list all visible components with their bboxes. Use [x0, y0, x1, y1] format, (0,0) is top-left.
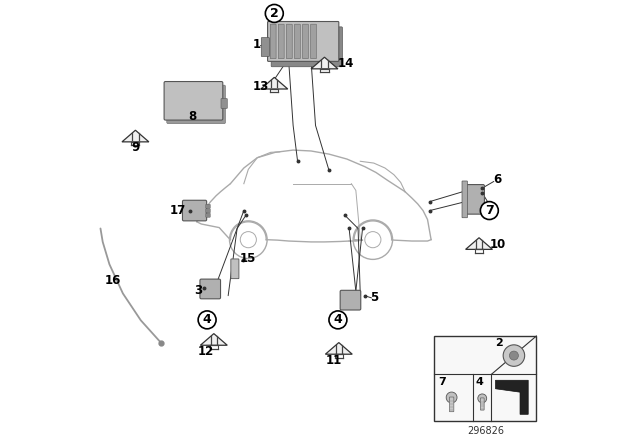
Text: 10: 10 [490, 237, 506, 251]
Polygon shape [311, 57, 338, 69]
Text: 6: 6 [493, 172, 501, 186]
FancyBboxPatch shape [462, 181, 467, 218]
FancyBboxPatch shape [206, 209, 210, 213]
Text: 3: 3 [194, 284, 202, 297]
Text: 4: 4 [333, 313, 342, 327]
Polygon shape [495, 380, 528, 414]
FancyBboxPatch shape [449, 397, 454, 412]
FancyBboxPatch shape [206, 204, 210, 208]
Circle shape [198, 311, 216, 329]
FancyBboxPatch shape [164, 82, 223, 120]
FancyBboxPatch shape [481, 398, 484, 410]
Text: 5: 5 [370, 291, 378, 305]
Circle shape [509, 351, 518, 360]
FancyBboxPatch shape [206, 213, 210, 217]
Text: 17: 17 [170, 204, 186, 217]
Text: 11: 11 [325, 354, 342, 367]
Text: 9: 9 [131, 141, 140, 155]
Text: 7: 7 [438, 376, 446, 387]
FancyBboxPatch shape [200, 279, 221, 299]
FancyBboxPatch shape [310, 24, 316, 59]
Text: 296826: 296826 [467, 426, 504, 436]
Text: 15: 15 [240, 252, 257, 266]
Polygon shape [325, 343, 352, 354]
Text: 2: 2 [270, 7, 278, 20]
FancyBboxPatch shape [231, 259, 239, 279]
Polygon shape [261, 78, 288, 89]
Text: 4: 4 [203, 313, 211, 327]
Text: 13: 13 [253, 79, 269, 93]
Text: 14: 14 [338, 57, 354, 70]
FancyBboxPatch shape [303, 24, 308, 59]
Text: 12: 12 [198, 345, 214, 358]
FancyBboxPatch shape [261, 38, 269, 56]
FancyBboxPatch shape [270, 24, 276, 59]
Circle shape [478, 394, 486, 403]
FancyBboxPatch shape [340, 290, 361, 310]
FancyBboxPatch shape [268, 22, 339, 61]
FancyBboxPatch shape [221, 99, 227, 108]
Circle shape [503, 345, 525, 366]
FancyBboxPatch shape [435, 336, 536, 421]
Text: 8: 8 [188, 110, 196, 123]
FancyBboxPatch shape [287, 24, 292, 59]
Circle shape [329, 311, 347, 329]
Polygon shape [466, 238, 493, 250]
Text: 16: 16 [105, 273, 121, 287]
FancyBboxPatch shape [167, 85, 225, 124]
Polygon shape [200, 334, 227, 345]
Polygon shape [122, 130, 149, 142]
Text: 1: 1 [252, 38, 260, 52]
Circle shape [266, 4, 284, 22]
Text: 4: 4 [475, 376, 483, 387]
Circle shape [446, 392, 457, 403]
FancyBboxPatch shape [465, 185, 484, 214]
Circle shape [481, 202, 499, 220]
FancyBboxPatch shape [294, 24, 300, 59]
FancyBboxPatch shape [271, 27, 342, 67]
FancyBboxPatch shape [278, 24, 284, 59]
Text: 2: 2 [495, 338, 503, 348]
Text: 7: 7 [485, 204, 493, 217]
FancyBboxPatch shape [182, 200, 207, 221]
